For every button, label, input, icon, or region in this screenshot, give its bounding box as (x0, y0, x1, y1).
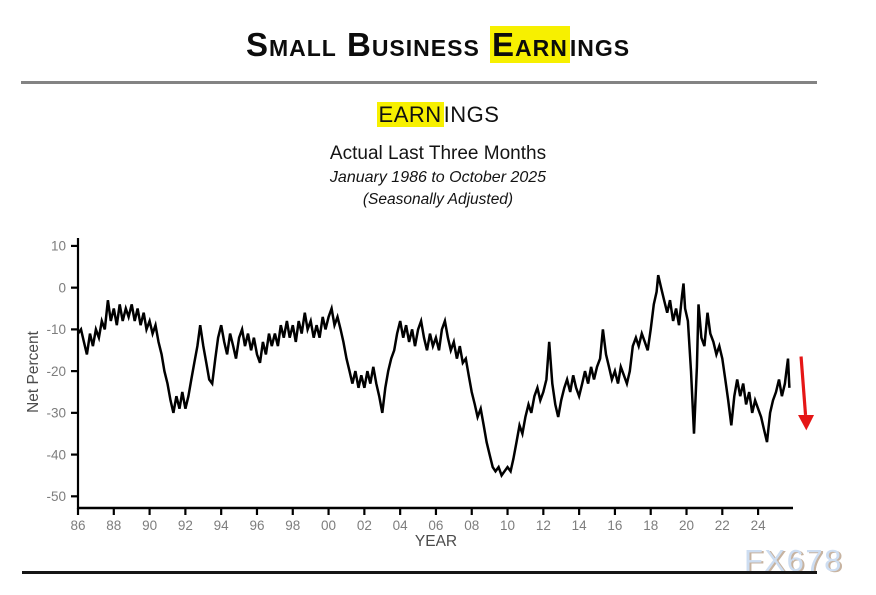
y-tick-label: -30 (46, 406, 66, 421)
x-axis-title: YEAR (415, 533, 457, 550)
y-tick-label: -20 (46, 364, 66, 379)
x-tick-label: 24 (751, 518, 767, 533)
chart-axes: 10 0 -10 -20 -30 -40 -50 86 88 90 92 94 96 98 00 02 04 06… (46, 238, 793, 533)
y-tick-label: -50 (46, 489, 66, 504)
x-tick-label: 10 (500, 518, 515, 533)
page-title-text-2: ings (569, 26, 631, 63)
x-tick-label: 90 (142, 518, 157, 533)
x-tick-label: 20 (679, 518, 694, 533)
y-tick-label: -10 (46, 322, 66, 337)
y-tick-label: 0 (58, 280, 66, 295)
x-tick-label: 18 (643, 518, 658, 533)
chart-subtitle: Actual Last Three Months (329, 143, 547, 164)
down-arrow-shaft (799, 356, 808, 416)
bottom-divider-line (22, 571, 817, 574)
page-title: Small Business Earnings (0, 26, 876, 64)
x-tick-label: 96 (249, 518, 264, 533)
fx678-watermark: FX678 (744, 543, 843, 578)
x-tick-label: 00 (321, 518, 336, 533)
chart-heading-highlight: EARN (376, 102, 444, 127)
y-tick-label: 10 (51, 239, 66, 254)
x-tick-label: 86 (70, 518, 85, 533)
chart-adjustment-note: (Seasonally Adjusted) (362, 191, 514, 208)
y-tick-label: -40 (46, 447, 66, 462)
chart-date-range: January 1986 to October 2025 (329, 169, 547, 186)
x-tick-label: 12 (536, 518, 551, 533)
chart-heading: EARNINGS (0, 102, 876, 128)
chart-heading-rest: INGS (443, 102, 500, 127)
x-tick-label: 88 (106, 518, 121, 533)
x-tick-label: 94 (214, 518, 230, 533)
x-tick-label: 98 (285, 518, 300, 533)
x-tick-label: 22 (715, 518, 730, 533)
chart-series (76, 274, 791, 479)
down-arrow-head (798, 414, 815, 431)
net-percent-line (76, 274, 791, 479)
page-title-highlight: Earn (489, 26, 570, 63)
x-tick-label: 16 (607, 518, 622, 533)
trend-down-arrow (798, 356, 815, 431)
page-title-text: Small Business (245, 26, 490, 63)
top-divider-line (21, 81, 817, 84)
x-tick-label: 92 (178, 518, 193, 533)
x-tick-label: 04 (393, 518, 409, 533)
x-tick-label: 14 (572, 518, 588, 533)
y-axis-title: Net Percent (25, 330, 42, 413)
x-tick-label: 06 (428, 518, 443, 533)
x-tick-label: 02 (357, 518, 372, 533)
x-tick-label: 08 (464, 518, 479, 533)
